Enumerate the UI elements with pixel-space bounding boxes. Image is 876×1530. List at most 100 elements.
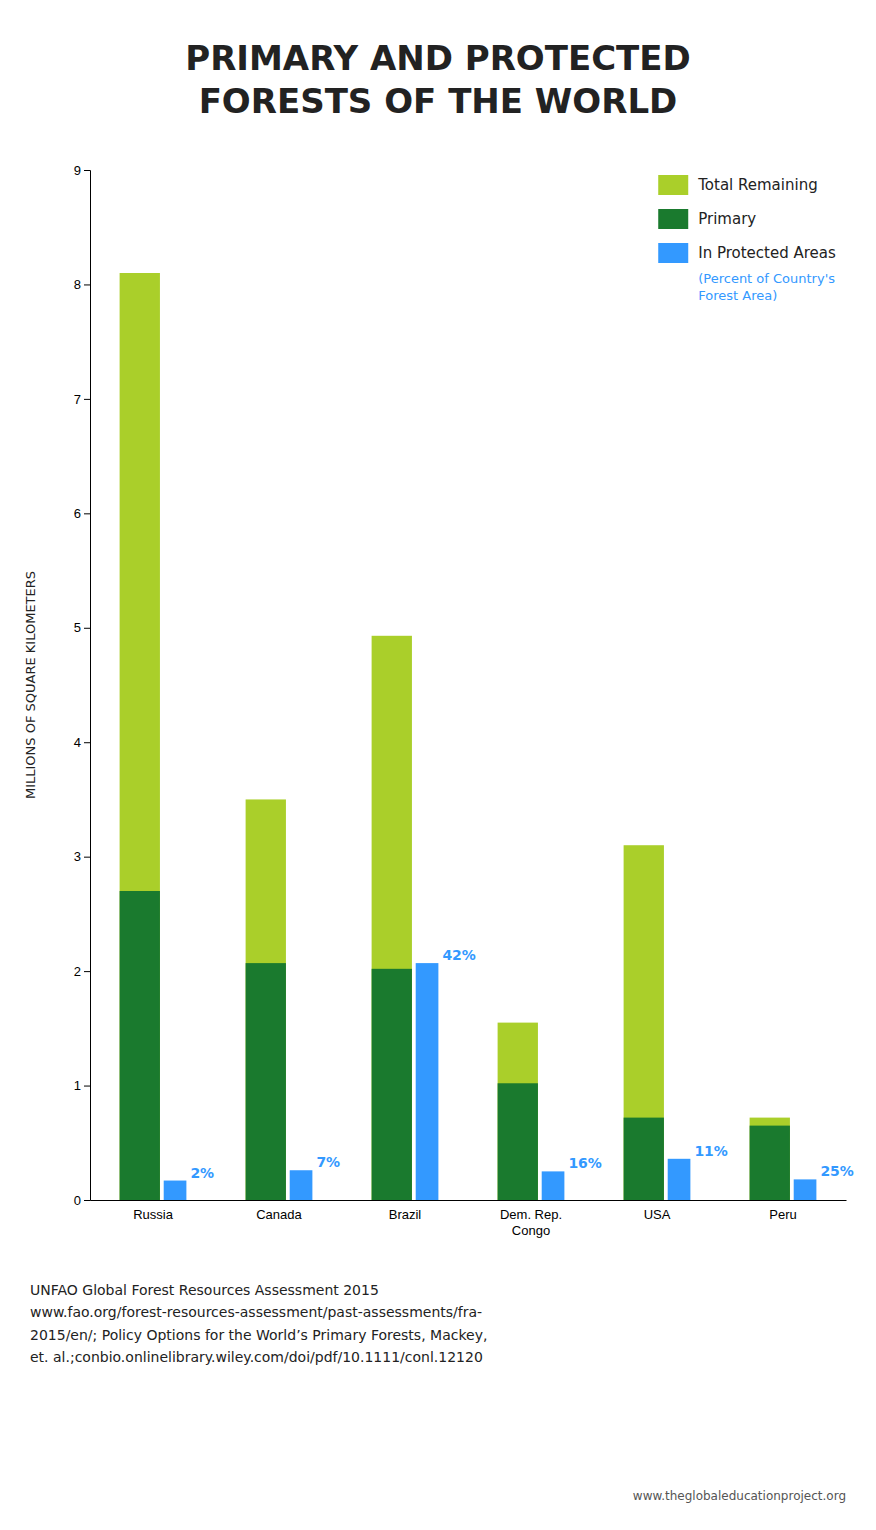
bar (542, 1171, 565, 1200)
text-line: PRIMARY AND PROTECTED (185, 38, 691, 78)
y-tick: 4 (74, 735, 90, 750)
y-tick-mark (84, 628, 90, 629)
y-tick-label: 8 (74, 277, 81, 292)
text-line: www.fao.org/forest-resources-assessment/… (30, 1304, 482, 1320)
bar (416, 963, 439, 1200)
y-tick-label: 3 (74, 849, 81, 864)
y-tick-mark (84, 1086, 90, 1087)
percent-label: 42% (442, 947, 476, 963)
y-tick: 0 (74, 1193, 90, 1208)
bar (750, 1126, 790, 1200)
legend-swatch (658, 243, 688, 263)
y-tick-label: 2 (74, 964, 81, 979)
y-tick-mark (84, 1200, 90, 1201)
y-tick-mark (84, 284, 90, 285)
y-tick: 9 (74, 163, 90, 178)
chart: PRIMARY AND PROTECTEDFORESTS OF THE WORL… (0, 0, 876, 1530)
legend-label: Primary (698, 210, 756, 228)
plot: 2% 7% 42% 16% 11% 25% 0 1 2 3 4 5 6 7 8 9 Russia Canada Br… (23, 163, 854, 1239)
percent-label: 16% (568, 1155, 602, 1171)
percent-label: 2% (190, 1165, 214, 1181)
y-tick-label: 5 (74, 620, 81, 635)
text-line: 2015/en/; Policy Options for the World’s… (30, 1327, 487, 1343)
y-axis-line (84, 171, 91, 1201)
x-tick: Russia (133, 1207, 174, 1222)
bar (624, 845, 664, 1200)
series (120, 891, 790, 1200)
bar (120, 273, 160, 1200)
y-axis-title: MILLIONS OF SQUARE KILOMETERS (23, 571, 38, 799)
x-tick: Brazil (389, 1207, 422, 1222)
y-tick-label: 7 (74, 392, 81, 407)
bar (624, 1118, 664, 1200)
y-tick-mark (84, 399, 90, 400)
x-tick: Dem. Rep.Congo (500, 1207, 562, 1238)
text-line: UNFAO Global Forest Resources Assessment… (30, 1282, 379, 1298)
y-tick: 5 (74, 620, 90, 635)
legend: Total Remaining Primary In Protected Areas… (658, 175, 836, 303)
x-axis: Russia Canada Brazil Dem. Rep.Congo USA Peru (91, 1201, 847, 1239)
legend-entry: In Protected Areas (658, 243, 836, 263)
legend-swatch (658, 175, 688, 195)
text-line: et. al.;conbio.onlinelibrary.wiley.com/d… (30, 1349, 483, 1365)
bars (120, 273, 817, 1200)
y-tick-mark (84, 857, 90, 858)
x-tick-label: Canada (256, 1207, 302, 1222)
text-line: (Percent of Country's (698, 271, 835, 286)
x-tick: Canada (256, 1207, 302, 1222)
x-tick-label: Dem. Rep.Congo (500, 1207, 562, 1238)
y-tick: 2 (74, 964, 90, 979)
bar (794, 1179, 817, 1200)
y-axis: 0 1 2 3 4 5 6 7 8 9 (74, 163, 91, 1208)
text-line: Brazil (389, 1207, 422, 1222)
legend-entry: Total Remaining (658, 175, 817, 195)
percent-label: 7% (316, 1154, 340, 1170)
legend-entry: Primary (658, 209, 756, 229)
y-tick-mark (84, 513, 90, 514)
x-tick-label: Brazil (389, 1207, 422, 1222)
legend-label: Total Remaining (697, 176, 817, 194)
legend-swatch (658, 209, 688, 229)
legend-note: (Percent of Country's Forest Area) (698, 271, 835, 303)
y-tick-mark (84, 742, 90, 743)
y-tick-label: 0 (74, 1193, 81, 1208)
website: www.theglobaleducationproject.org (633, 1489, 846, 1503)
bar (498, 1083, 538, 1200)
series (164, 963, 817, 1200)
x-axis-line (91, 1200, 847, 1201)
percent-labels: 2% 7% 42% 16% 11% 25% (190, 947, 854, 1180)
text-line: Russia (133, 1207, 174, 1222)
title: PRIMARY AND PROTECTEDFORESTS OF THE WORL… (185, 38, 691, 121)
x-tick-label: USA (644, 1207, 671, 1222)
text-line: FORESTS OF THE WORLD (199, 81, 678, 121)
y-tick: 8 (74, 277, 90, 292)
y-tick-label: 9 (74, 163, 81, 178)
series (120, 273, 790, 1200)
y-tick: 6 (74, 506, 90, 521)
percent-label: 11% (694, 1143, 728, 1159)
text-line: Dem. Rep. (500, 1207, 562, 1222)
x-tick: USA (644, 1207, 671, 1222)
bar (120, 891, 160, 1200)
text-line: Canada (256, 1207, 302, 1222)
percent-label: 25% (820, 1163, 854, 1179)
x-tick: Peru (769, 1207, 796, 1222)
text-line: Peru (769, 1207, 796, 1222)
bar (246, 963, 286, 1200)
x-tick-label: Russia (133, 1207, 174, 1222)
y-tick-label: 6 (74, 506, 81, 521)
y-tick-label: 1 (74, 1078, 81, 1093)
y-tick: 7 (74, 392, 90, 407)
y-tick: 1 (74, 1078, 90, 1093)
text-line: Congo (512, 1223, 550, 1238)
bar (372, 969, 412, 1200)
text-line: Forest Area) (698, 288, 777, 303)
bar (372, 636, 412, 1200)
bar (164, 1181, 187, 1200)
y-tick-mark (84, 170, 90, 171)
y-tick-label: 4 (74, 735, 81, 750)
bar (750, 1118, 790, 1200)
source: UNFAO Global Forest Resources Assessment… (30, 1282, 487, 1365)
legend-label: In Protected Areas (698, 244, 836, 262)
text-line: USA (644, 1207, 671, 1222)
